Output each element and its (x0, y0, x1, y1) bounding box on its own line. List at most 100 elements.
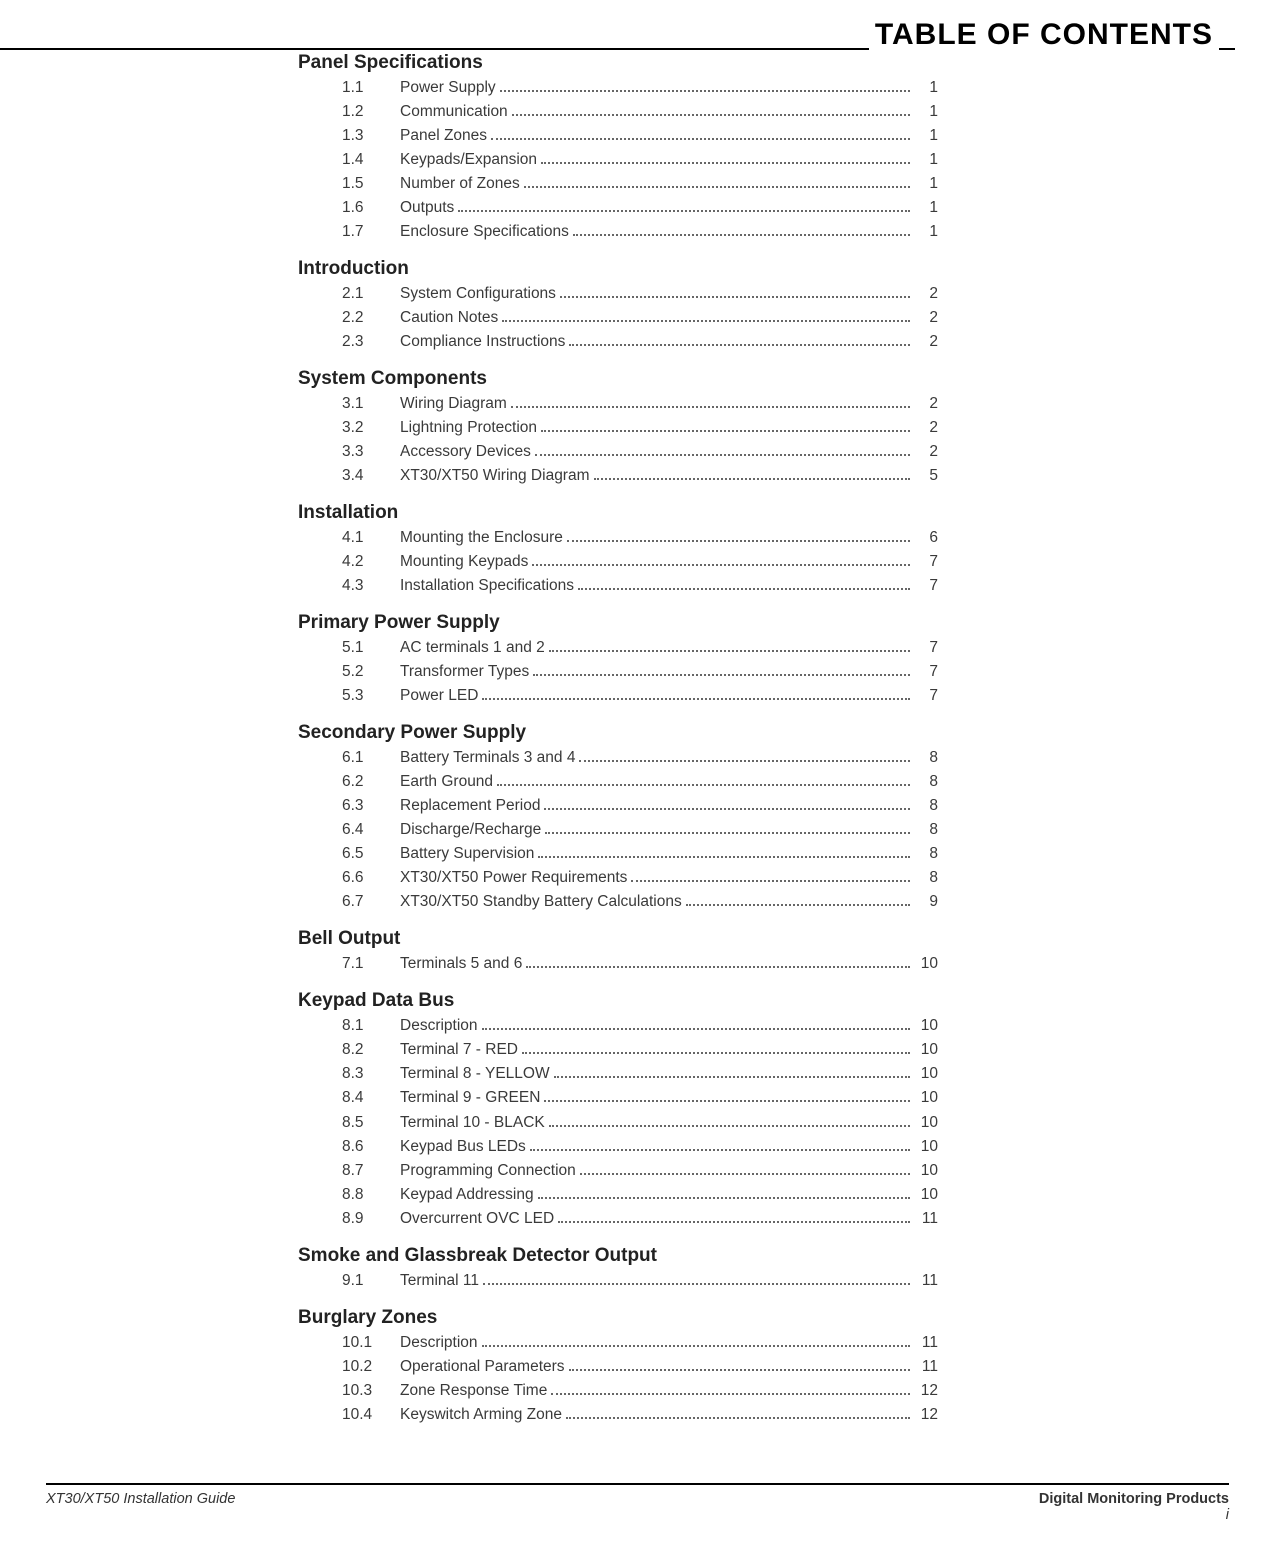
toc-section: Burglary Zones10.1Description1110.2Opera… (298, 1307, 938, 1427)
toc-item-number: 1.3 (342, 124, 400, 148)
toc-item-number: 1.5 (342, 172, 400, 196)
toc-leader-dots (522, 1052, 910, 1054)
toc-row: 6.6XT30/XT50 Power Requirements8 (298, 866, 938, 890)
toc-section: Installation4.1Mounting the Enclosure64.… (298, 502, 938, 598)
toc-section: Smoke and Glassbreak Detector Output9.1T… (298, 1245, 938, 1293)
toc-item-label: Zone Response Time (400, 1379, 547, 1403)
toc-item-number: 8.7 (342, 1159, 400, 1183)
toc-leader-dots (500, 90, 910, 92)
toc-leader-dots (491, 138, 910, 140)
toc-item-label: Power LED (400, 684, 478, 708)
toc-item-page: 1 (914, 220, 938, 244)
toc-item-page: 1 (914, 100, 938, 124)
toc-item-label: System Configurations (400, 282, 556, 306)
page-header-title: TABLE OF CONTENTS (869, 18, 1219, 52)
toc-item-page: 1 (914, 76, 938, 100)
toc-row: 4.1Mounting the Enclosure6 (298, 526, 938, 550)
toc-row: 1.2Communication1 (298, 100, 938, 124)
toc-item-page: 2 (914, 306, 938, 330)
toc-item-page: 7 (914, 550, 938, 574)
toc-item-page: 10 (914, 1038, 938, 1062)
toc-leader-dots (483, 1283, 910, 1285)
toc-item-label: Programming Connection (400, 1159, 576, 1183)
toc-item-page: 10 (914, 1159, 938, 1183)
toc-row: 8.5Terminal 10 - BLACK10 (298, 1111, 938, 1135)
toc-item-label: Terminal 9 - GREEN (400, 1086, 540, 1110)
toc-leader-dots (549, 650, 910, 652)
toc-item-page: 12 (914, 1403, 938, 1427)
toc-item-number: 5.3 (342, 684, 400, 708)
toc-leader-dots (482, 698, 910, 700)
toc-item-label: Keypad Bus LEDs (400, 1135, 526, 1159)
toc-item-number: 2.1 (342, 282, 400, 306)
toc-leader-dots (502, 320, 910, 322)
toc-item-page: 8 (914, 746, 938, 770)
toc-item-number: 2.2 (342, 306, 400, 330)
toc-leader-dots (541, 162, 910, 164)
toc-item-number: 6.5 (342, 842, 400, 866)
toc-row: 3.4XT30/XT50 Wiring Diagram5 (298, 464, 938, 488)
toc-item-number: 8.1 (342, 1014, 400, 1038)
section-title: Secondary Power Supply (298, 722, 938, 744)
toc-item-page: 7 (914, 660, 938, 684)
toc-item-number: 8.2 (342, 1038, 400, 1062)
toc-leader-dots (524, 186, 910, 188)
toc-item-label: Enclosure Specifications (400, 220, 569, 244)
toc-row: 1.1Power Supply1 (298, 76, 938, 100)
toc-item-label: Lightning Protection (400, 416, 537, 440)
toc-leader-dots (554, 1076, 910, 1078)
toc-leader-dots (497, 784, 910, 786)
toc-item-page: 5 (914, 464, 938, 488)
toc-section: Panel Specifications1.1Power Supply11.2C… (298, 52, 938, 244)
toc-item-page: 10 (914, 1111, 938, 1135)
toc-leader-dots (569, 1369, 910, 1371)
toc-item-number: 4.3 (342, 574, 400, 598)
section-title: System Components (298, 368, 938, 390)
header-bar: TABLE OF CONTENTS (0, 18, 1275, 52)
toc-item-number: 8.6 (342, 1135, 400, 1159)
footer-right: Digital Monitoring Products i (1039, 1491, 1229, 1523)
toc-item-label: Operational Parameters (400, 1355, 565, 1379)
toc-section: System Components3.1Wiring Diagram23.2Li… (298, 368, 938, 488)
toc-item-label: Panel Zones (400, 124, 487, 148)
toc-row: 1.7Enclosure Specifications 1 (298, 220, 938, 244)
toc-leader-dots (533, 674, 910, 676)
toc-leader-dots (551, 1393, 910, 1395)
toc-row: 3.1Wiring Diagram2 (298, 392, 938, 416)
toc-leader-dots (538, 1197, 910, 1199)
toc-item-label: Terminals 5 and 6 (400, 952, 522, 976)
toc-row: 6.3Replacement Period8 (298, 794, 938, 818)
section-title: Primary Power Supply (298, 612, 938, 634)
toc-item-page: 2 (914, 392, 938, 416)
toc-item-page: 2 (914, 330, 938, 354)
toc-item-number: 6.1 (342, 746, 400, 770)
toc-item-number: 6.4 (342, 818, 400, 842)
toc-row: 10.3Zone Response Time12 (298, 1379, 938, 1403)
toc-item-page: 8 (914, 818, 938, 842)
toc-leader-dots (580, 1173, 910, 1175)
toc-row: 8.4Terminal 9 - GREEN10 (298, 1086, 938, 1110)
toc-row: 10.4Keyswitch Arming Zone12 (298, 1403, 938, 1427)
toc-leader-dots (631, 880, 910, 882)
section-title: Smoke and Glassbreak Detector Output (298, 1245, 938, 1267)
toc-leader-dots (545, 832, 910, 834)
toc-item-page: 10 (914, 1183, 938, 1207)
toc-row: 8.7Programming Connection 10 (298, 1159, 938, 1183)
toc-item-label: Keypads/Expansion (400, 148, 537, 172)
toc-item-number: 1.4 (342, 148, 400, 172)
toc-item-number: 1.7 (342, 220, 400, 244)
toc-item-label: XT30/XT50 Power Requirements (400, 866, 627, 890)
toc-item-label: Compliance Instructions (400, 330, 565, 354)
toc-row: 4.2Mounting Keypads7 (298, 550, 938, 574)
toc-row: 1.3Panel Zones1 (298, 124, 938, 148)
toc-row: 2.2Caution Notes2 (298, 306, 938, 330)
toc-item-page: 8 (914, 794, 938, 818)
toc-leader-dots (532, 564, 910, 566)
toc-item-number: 5.1 (342, 636, 400, 660)
toc-item-label: Number of Zones (400, 172, 520, 196)
toc-row: 9.1Terminal 1111 (298, 1269, 938, 1293)
toc-item-label: XT30/XT50 Standby Battery Calculations (400, 890, 682, 914)
section-title: Bell Output (298, 928, 938, 950)
toc-item-number: 8.3 (342, 1062, 400, 1086)
toc-item-number: 6.3 (342, 794, 400, 818)
